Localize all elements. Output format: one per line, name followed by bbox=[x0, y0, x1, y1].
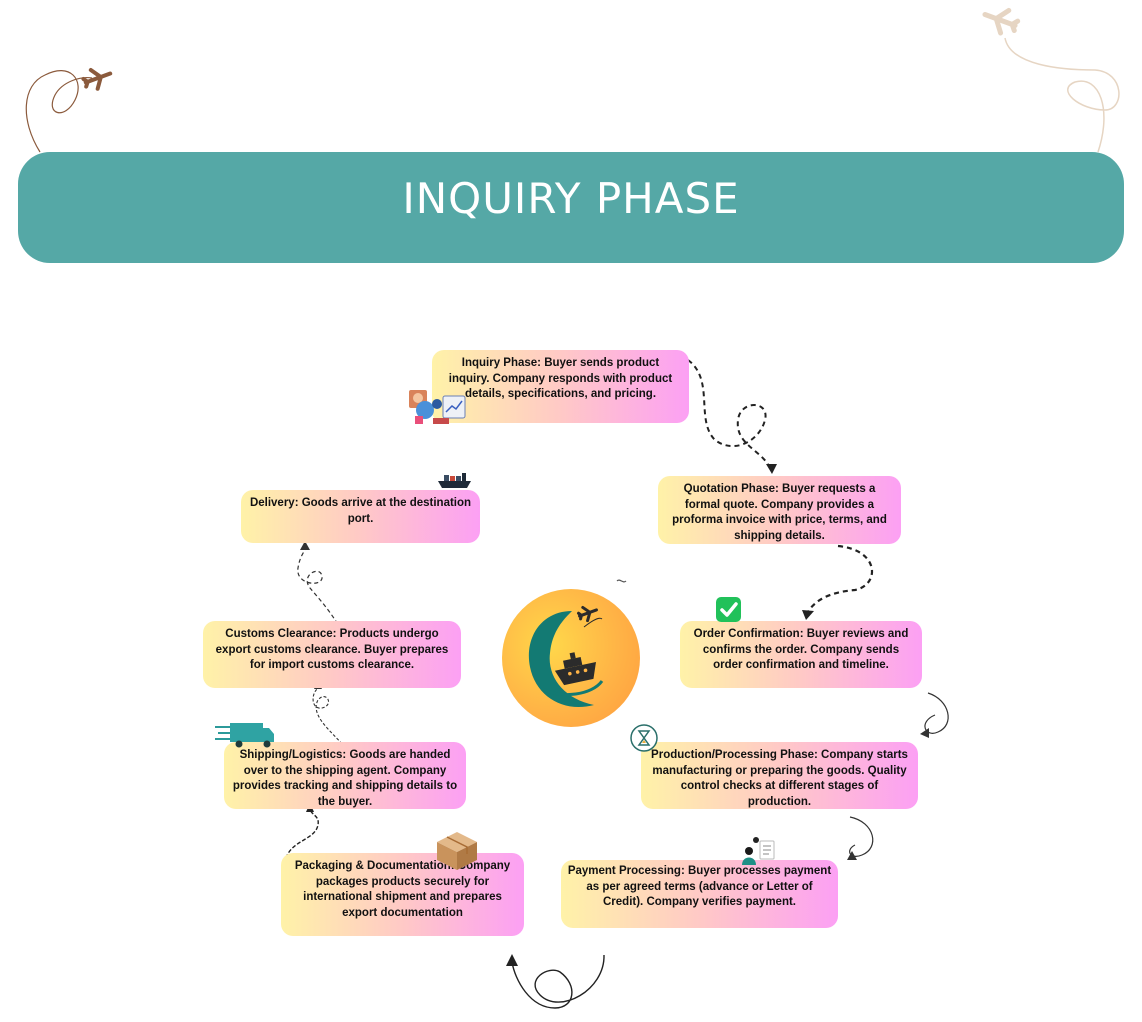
flight-path-top-left bbox=[25, 70, 93, 153]
connector-arrow bbox=[807, 544, 874, 613]
center-logo bbox=[502, 589, 640, 727]
banner-title: INQUIRY PHASE bbox=[402, 174, 740, 223]
connector-arrow bbox=[285, 807, 319, 859]
connector-arrow bbox=[924, 692, 949, 734]
logo-ship-icon bbox=[528, 605, 604, 708]
airplane-icon bbox=[982, 7, 1021, 36]
connector-arrow bbox=[511, 954, 605, 1009]
step-card-order-confirmation: Order Confirmation: Buyer reviews and co… bbox=[680, 621, 922, 688]
flight-path-top-right bbox=[1004, 37, 1120, 153]
step-card-shipping: Shipping/Logistics: Goods are handed ove… bbox=[224, 742, 466, 809]
step-card-production: Production/Processing Phase: Company sta… bbox=[641, 742, 918, 809]
connector-arrow bbox=[849, 816, 874, 857]
step-card-quotation: Quotation Phase: Buyer requests a formal… bbox=[658, 476, 901, 544]
step-card-inquiry: Inquiry Phase: Buyer sends product inqui… bbox=[432, 350, 689, 423]
step-card-delivery: Delivery: Goods arrive at the destinatio… bbox=[241, 490, 480, 543]
step-card-payment: Payment Processing: Buyer processes paym… bbox=[561, 860, 838, 928]
airplane-icon bbox=[81, 67, 113, 91]
step-card-customs: Customs Clearance: Products undergo expo… bbox=[203, 621, 461, 688]
connector-arrow bbox=[297, 547, 346, 637]
phase-banner: INQUIRY PHASE bbox=[18, 152, 1124, 263]
squiggle-decoration bbox=[616, 579, 627, 583]
step-card-packaging: Packaging & Documentation: Company packa… bbox=[281, 853, 524, 936]
connector-arrow bbox=[687, 359, 771, 469]
connector-arrow bbox=[312, 687, 343, 745]
